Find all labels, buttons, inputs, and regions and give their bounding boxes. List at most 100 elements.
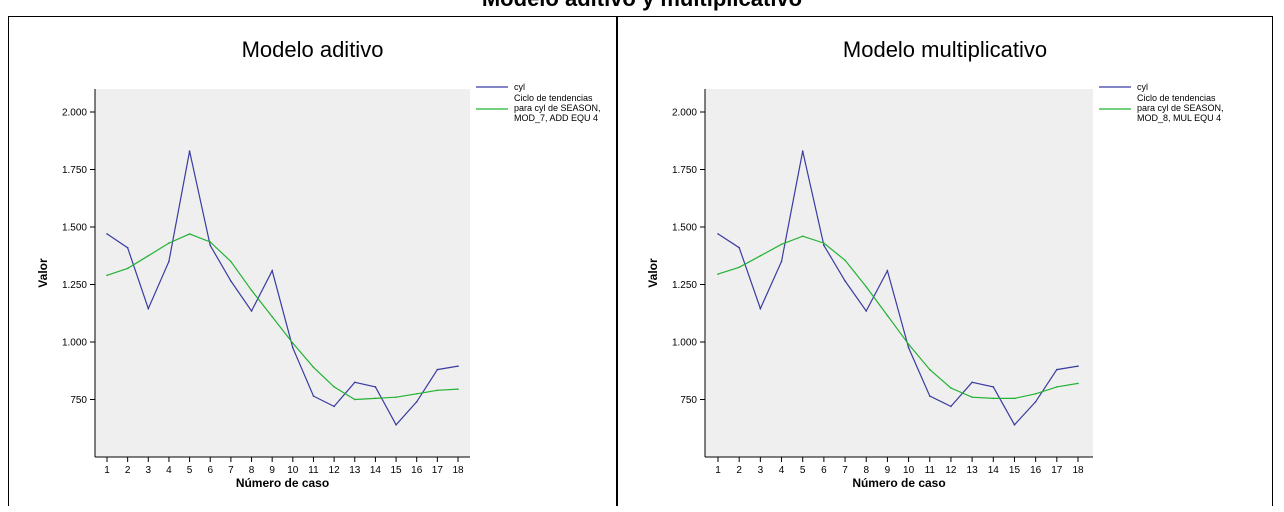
x-tick-label: 8 — [249, 465, 255, 476]
series-line-cyl — [106, 150, 459, 426]
data-point-trend — [292, 342, 294, 344]
data-point-trend — [312, 366, 315, 369]
data-point-trend — [457, 388, 459, 390]
y-tick-label: 2.000 — [62, 108, 87, 119]
page-title: Modelo aditivo y multiplicativo — [0, 0, 1284, 12]
data-point-trend — [147, 254, 150, 257]
y-tick-label: 1.000 — [62, 338, 87, 349]
x-tick-label: 3 — [758, 465, 764, 476]
data-point-cyl — [759, 307, 762, 310]
data-point-trend — [106, 274, 108, 277]
x-tick-label: 17 — [1051, 465, 1063, 476]
data-point-trend — [992, 397, 995, 400]
data-point-trend — [415, 392, 418, 395]
data-point-trend — [209, 241, 212, 243]
data-point-trend — [168, 242, 170, 244]
data-point-cyl — [353, 381, 356, 384]
series-line-trend — [106, 233, 459, 401]
series-line-cyl — [717, 150, 1079, 426]
data-point-cyl — [271, 269, 273, 272]
data-point-trend — [780, 243, 783, 246]
data-point-trend — [928, 368, 931, 371]
x-tick-label: 7 — [228, 465, 234, 476]
data-point-cyl — [1077, 365, 1079, 367]
legend-label: Ciclo de tendencias para cyl de SEASON, MO… — [514, 93, 601, 123]
data-point-cyl — [738, 246, 740, 249]
y-axis-label: Valor — [36, 258, 50, 288]
x-tick-label: 11 — [308, 465, 319, 476]
data-point-trend — [126, 267, 129, 270]
data-point-cyl — [992, 386, 995, 388]
data-point-cyl — [1034, 401, 1037, 403]
x-tick-label: 2 — [125, 465, 131, 476]
data-point-trend — [333, 386, 335, 388]
data-point-trend — [717, 273, 719, 275]
x-tick-label: 3 — [146, 465, 152, 476]
x-tick-label: 12 — [945, 465, 957, 476]
data-point-cyl — [250, 310, 253, 312]
x-axis-label: Número de caso — [236, 476, 329, 490]
data-point-cyl — [780, 260, 783, 263]
data-point-trend — [950, 387, 952, 389]
data-point-trend — [759, 254, 762, 257]
y-tick-label: 1.500 — [672, 223, 697, 234]
x-tick-label: 17 — [432, 465, 444, 476]
legend-label: Ciclo de tendencias para cyl de SEASON, MO… — [1137, 93, 1224, 123]
data-point-cyl — [457, 365, 459, 367]
y-tick-label: 1.250 — [672, 280, 697, 291]
data-point-cyl — [1013, 424, 1016, 426]
data-point-cyl — [1056, 368, 1058, 371]
data-point-cyl — [312, 395, 315, 397]
chart-title: Modelo multiplicativo — [842, 37, 1048, 62]
data-point-cyl — [907, 346, 910, 349]
chart-panel-multiplicative: Modelo multiplicativo 750 1.000 1.250 1.500… — [617, 16, 1273, 506]
data-point-cyl — [395, 424, 397, 426]
chart-title: Modelo aditivo — [241, 37, 384, 62]
data-point-trend — [374, 397, 377, 400]
data-point-cyl — [188, 150, 191, 152]
chart-panel-additive: Modelo aditivo 750 1.000 1.250 1.500 1.750 2.… — [8, 16, 617, 506]
data-point-cyl — [209, 244, 212, 247]
data-point-trend — [188, 233, 191, 235]
y-axis-label: Valor — [646, 258, 660, 288]
data-point-trend — [271, 315, 273, 318]
data-point-trend — [801, 235, 804, 237]
y-tick-label: 1.750 — [672, 165, 697, 176]
data-point-trend — [395, 396, 397, 399]
plot-area — [95, 89, 470, 457]
data-point-cyl — [886, 269, 889, 272]
x-tick-label: 15 — [1009, 465, 1021, 476]
y-tick-label: 1.500 — [62, 223, 87, 234]
legend-label: cyl — [514, 82, 525, 92]
data-point-trend — [250, 289, 253, 292]
data-point-cyl — [106, 233, 108, 235]
x-tick-label: 6 — [207, 465, 213, 476]
x-axis-label: Número de caso — [852, 476, 945, 490]
data-point-cyl — [801, 150, 804, 152]
x-tick-label: 5 — [187, 465, 193, 476]
x-tick-label: 4 — [779, 465, 785, 476]
x-tick-label: 18 — [1072, 465, 1084, 476]
data-point-cyl — [126, 246, 129, 249]
data-point-trend — [865, 286, 868, 288]
data-point-cyl — [168, 260, 170, 263]
data-point-cyl — [415, 401, 418, 403]
x-tick-label: 11 — [925, 465, 936, 476]
y-tick-label: 2.000 — [672, 108, 697, 119]
data-point-cyl — [333, 405, 335, 408]
data-point-trend — [1056, 386, 1058, 388]
x-tick-label: 10 — [903, 465, 915, 476]
data-point-trend — [436, 389, 439, 392]
data-point-trend — [823, 242, 825, 244]
data-point-trend — [886, 314, 889, 317]
data-point-cyl — [950, 405, 952, 408]
data-point-trend — [230, 260, 232, 263]
data-point-cyl — [436, 368, 439, 371]
legend-label: cyl — [1137, 82, 1148, 92]
data-point-cyl — [971, 381, 973, 384]
data-point-cyl — [928, 395, 931, 397]
y-tick-label: 750 — [70, 395, 87, 406]
data-point-cyl — [717, 233, 719, 235]
data-point-cyl — [844, 280, 846, 282]
